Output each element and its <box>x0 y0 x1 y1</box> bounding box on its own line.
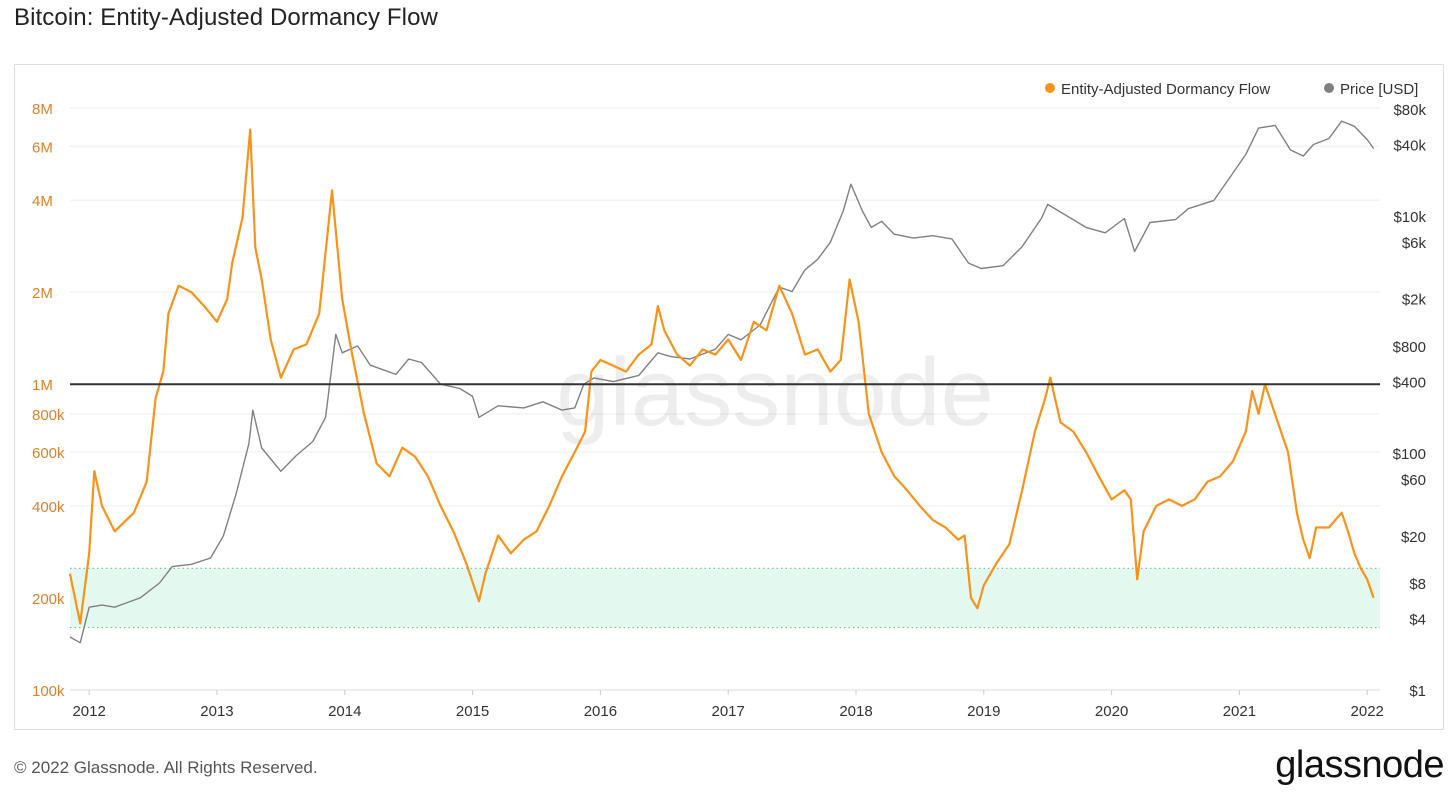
x-tick-label: 2017 <box>712 703 745 720</box>
y-right-tick-label: $8 <box>1409 576 1426 593</box>
legend-flow-label: Entity-Adjusted Dormancy Flow <box>1061 81 1270 98</box>
y-right-tick-label: $2k <box>1402 292 1427 309</box>
watermark: glassnode <box>556 339 994 446</box>
y-left-tick-label: 800k <box>32 407 65 424</box>
y-right-tick-label: $40k <box>1393 138 1426 155</box>
chart-title: Bitcoin: Entity-Adjusted Dormancy Flow <box>14 4 438 31</box>
y-right-tick-label: $400 <box>1393 375 1426 392</box>
y-left-tick-label: 6M <box>32 139 53 156</box>
dormancy-flow-series-line <box>68 128 1375 625</box>
x-tick-label: 2015 <box>456 703 489 720</box>
legend-price-label: Price [USD] <box>1340 81 1418 98</box>
y-right-tick-label: $800 <box>1393 339 1426 356</box>
x-tick-label: 2016 <box>584 703 617 720</box>
y-left-tick-label: 100k <box>32 683 65 700</box>
x-tick-label: 2021 <box>1223 703 1256 720</box>
x-tick-label: 2019 <box>967 703 1000 720</box>
x-tick-label: 2022 <box>1351 703 1384 720</box>
chart-frame <box>14 64 1444 730</box>
y-left-tick-label: 200k <box>32 591 65 608</box>
y-right-tick-label: $100 <box>1393 446 1426 463</box>
y-right-tick-label: $60 <box>1401 472 1426 489</box>
y-left-tick-label: 600k <box>32 445 65 462</box>
y-left-tick-label: 2M <box>32 285 53 302</box>
price-series-line <box>69 120 1375 644</box>
y-left-tick-label: 400k <box>32 499 65 516</box>
y-right-tick-label: $1 <box>1409 683 1426 700</box>
green-band-zone <box>70 568 1380 628</box>
x-tick-label: 2018 <box>839 703 872 720</box>
x-tick-label: 2014 <box>328 703 361 720</box>
x-tick-label: 2012 <box>72 703 105 720</box>
x-tick-label: 2020 <box>1095 703 1128 720</box>
y-left-tick-label: 8M <box>32 101 53 118</box>
x-tick-label: 2013 <box>200 703 233 720</box>
y-left-tick-label: 4M <box>32 193 53 210</box>
y-right-tick-label: $80k <box>1393 102 1426 119</box>
legend-price-marker <box>1324 83 1334 93</box>
y-left-tick-label: 1M <box>32 377 53 394</box>
y-right-tick-label: $10k <box>1393 209 1426 226</box>
y-right-tick-label: $6k <box>1402 235 1427 252</box>
dormancy-flow-chart: glassnode 2012 2013 2014 2015 2016 2017 2018 201… <box>32 81 1427 720</box>
legend-flow-marker <box>1045 83 1055 93</box>
glassnode-logo: glassnode <box>1275 744 1444 786</box>
y-right-tick-label: $4 <box>1409 612 1426 629</box>
copyright-footer: © 2022 Glassnode. All Rights Reserved. <box>14 758 318 777</box>
y-right-tick-label: $20 <box>1401 529 1426 546</box>
